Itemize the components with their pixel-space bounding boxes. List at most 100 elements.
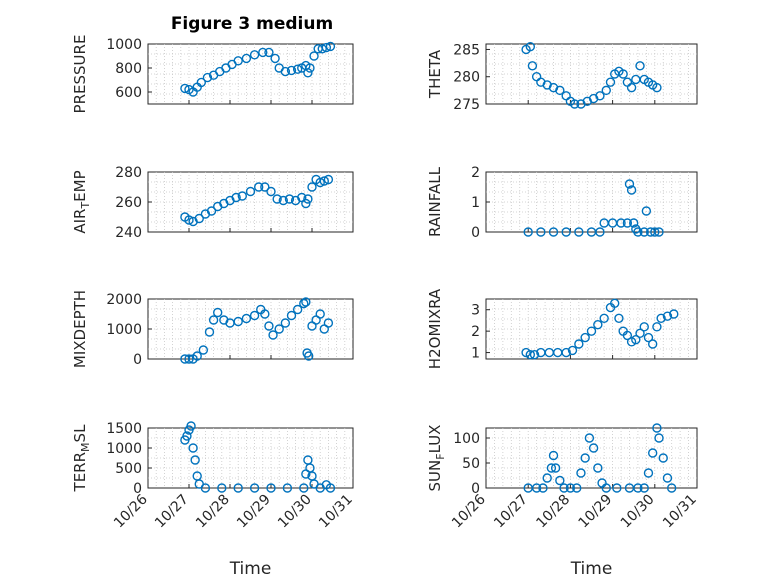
y-axis-label: THETA (426, 49, 444, 99)
data-point (323, 318, 334, 328)
data-point (304, 351, 314, 361)
data-point (641, 206, 652, 216)
data-point (202, 72, 213, 83)
data-point (266, 483, 276, 493)
data-point (639, 483, 649, 493)
data-point (565, 483, 576, 493)
data-point (272, 194, 282, 204)
data-point (555, 85, 565, 96)
data-point (260, 182, 270, 192)
y-axis-label: RAINFALL (426, 166, 444, 237)
data-point (233, 483, 243, 493)
y-axis-label: PRESSURE (71, 35, 89, 114)
data-point (614, 313, 624, 323)
data-point (529, 350, 540, 360)
y-tick-label: 0 (471, 225, 480, 241)
y-tick-label: 260 (115, 195, 142, 211)
data-point (538, 483, 548, 493)
data-point (292, 304, 303, 315)
data-point (292, 64, 303, 74)
y-tick-label: 280 (115, 165, 142, 181)
data-point (643, 468, 654, 478)
data-point (264, 47, 274, 58)
data-point (550, 463, 561, 473)
data-point (284, 194, 295, 204)
y-tick-label: 1000 (106, 37, 142, 53)
subplot-3: 240 260 280 AIRTEMP (71, 165, 354, 241)
data-point (525, 350, 536, 360)
data-point (305, 63, 315, 73)
data-point (572, 483, 582, 493)
data-point (301, 297, 311, 307)
y-tick-label: 1 (471, 346, 480, 362)
data-point (647, 448, 658, 458)
data-point (184, 354, 194, 364)
data-point (188, 443, 198, 453)
data-point (319, 176, 329, 186)
data-point (629, 218, 639, 228)
y-tick-label: 275 (453, 97, 480, 113)
data-point (198, 345, 209, 355)
data-point (194, 213, 204, 224)
y-tick-label: 0 (133, 481, 142, 497)
data-point (599, 313, 609, 323)
data-point (282, 483, 293, 493)
subplot-1: 600 800 1000 PRESSURE (71, 35, 354, 114)
data-point (531, 483, 542, 493)
data-point (574, 339, 584, 349)
data-point (182, 431, 192, 441)
data-point (249, 310, 260, 321)
y-tick-label: 2 (471, 165, 480, 181)
data-point (546, 463, 557, 473)
data-point (286, 65, 297, 76)
data-point (307, 182, 317, 192)
x-axis-label: Time (229, 559, 272, 579)
data-point (204, 327, 215, 337)
data-point (647, 339, 658, 349)
data-point (586, 326, 597, 336)
data-point (299, 483, 309, 493)
data-point (650, 227, 660, 237)
data-point (639, 322, 649, 332)
data-point (268, 330, 278, 340)
subplot-6: 1 2 3 H2OMIXRA (426, 288, 698, 369)
data-point (180, 83, 190, 94)
data-point (254, 182, 264, 192)
y-axis-label: H2OMIXRA (426, 288, 444, 369)
x-axis-label: Time (570, 559, 613, 579)
data-point (231, 192, 241, 203)
y-axis-label: MIXDEPTH (71, 290, 89, 368)
data-point (315, 177, 325, 188)
data-point (601, 85, 611, 96)
data-point (593, 320, 603, 330)
data-point (622, 330, 633, 341)
data-point (196, 77, 207, 88)
data-point (208, 315, 219, 325)
data-point (584, 433, 595, 443)
data-point (315, 309, 325, 319)
data-point (631, 335, 641, 345)
data-point (588, 443, 599, 453)
data-point (280, 66, 291, 77)
data-point (525, 42, 536, 52)
data-point (593, 463, 603, 473)
data-point (317, 44, 327, 54)
data-point (321, 42, 332, 53)
data-point (266, 186, 276, 197)
data-point (635, 61, 645, 71)
data-point (654, 227, 664, 237)
data-point (561, 227, 571, 237)
y-tick-label: 50 (462, 456, 480, 472)
data-point (595, 91, 605, 101)
y-tick-label: 1000 (106, 441, 142, 457)
data-point (626, 185, 637, 195)
y-tick-label: 600 (115, 85, 142, 101)
data-point (192, 351, 202, 361)
data-point (555, 475, 565, 486)
data-point (233, 316, 243, 327)
y-tick-label: 3 (471, 303, 480, 319)
y-axis-label: SUNFLUX (426, 425, 447, 492)
figure-title: Figure 3 medium (171, 14, 333, 34)
data-point (212, 307, 223, 318)
